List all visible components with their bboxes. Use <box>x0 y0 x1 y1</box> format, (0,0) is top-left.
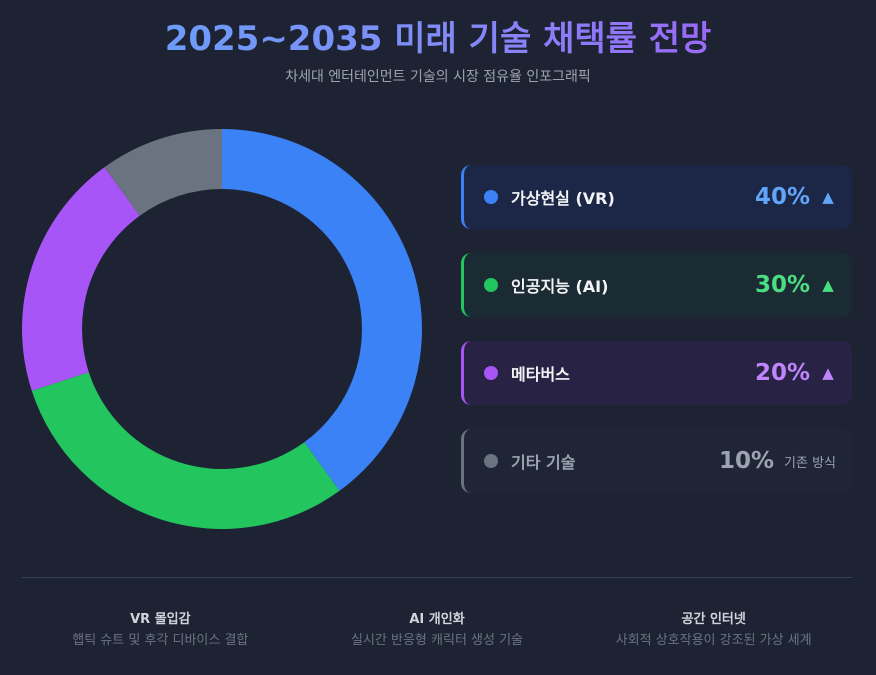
trend-up-icon: ▲ <box>822 188 834 206</box>
legend-card-ai[interactable]: 인공지능 (AI) 30% ▲ <box>461 253 852 317</box>
page-subtitle: 차세대 엔터테인먼트 기술의 시장 점유율 인포그래픽 <box>285 69 591 85</box>
ai-segment <box>31 372 340 529</box>
metaverse-segment <box>22 167 140 391</box>
vr-dot-icon <box>484 190 498 204</box>
ai-dot-icon <box>484 278 498 292</box>
other-segment <box>104 129 222 216</box>
feature-vr: VR 몰입감 햅틱 슈트 및 후각 디바이스 결합 <box>22 611 299 652</box>
legend-value: 20% <box>754 360 810 386</box>
legend-label: 인공지능 (AI) <box>511 277 609 296</box>
legend-label: 가상현실 (VR) <box>511 189 615 208</box>
feature-desc: 사회적 상호작용이 강조된 가상 세계 <box>615 633 812 648</box>
donut-chart <box>22 129 422 529</box>
legend: 가상현실 (VR) 40% ▲ 인공지능 (AI) 30% ▲ 메타버스 20%… <box>461 165 852 517</box>
feature-title: 공간 인터넷 <box>681 612 746 627</box>
legend-value: 40% <box>754 184 810 210</box>
divider <box>22 577 852 578</box>
feature-desc: 햅틱 슈트 및 후각 디바이스 결합 <box>72 633 249 648</box>
legend-card-metaverse[interactable]: 메타버스 20% ▲ <box>461 341 852 405</box>
trend-up-icon: ▲ <box>822 364 834 382</box>
metaverse-dot-icon <box>484 366 498 380</box>
other-dot-icon <box>484 454 498 468</box>
legend-value: 10% <box>718 448 775 474</box>
feature-list: VR 몰입감 햅틱 슈트 및 후각 디바이스 결합 AI 개인화 실시간 반응형… <box>22 611 852 652</box>
legend-value: 30% <box>754 272 810 298</box>
legend-label: 기타 기술 <box>511 453 576 472</box>
feature-title: AI 개인화 <box>409 612 465 627</box>
legend-card-other[interactable]: 기타 기술 10% 기존 방식 <box>461 429 852 493</box>
feature-ai: AI 개인화 실시간 반응형 캐릭터 생성 기술 <box>299 611 576 652</box>
legend-note: 기존 방식 <box>784 455 836 471</box>
vr-segment <box>222 129 422 491</box>
trend-up-icon: ▲ <box>822 276 834 294</box>
legend-label: 메타버스 <box>511 365 570 384</box>
feature-spatial-internet: 공간 인터넷 사회적 상호작용이 강조된 가상 세계 <box>575 611 852 652</box>
legend-card-vr[interactable]: 가상현실 (VR) 40% ▲ <box>461 165 852 229</box>
feature-title: VR 몰입감 <box>130 612 191 627</box>
page-title: 2025~2035 미래 기술 채택률 전망 <box>0 14 876 64</box>
feature-desc: 실시간 반응형 캐릭터 생성 기술 <box>351 633 524 648</box>
